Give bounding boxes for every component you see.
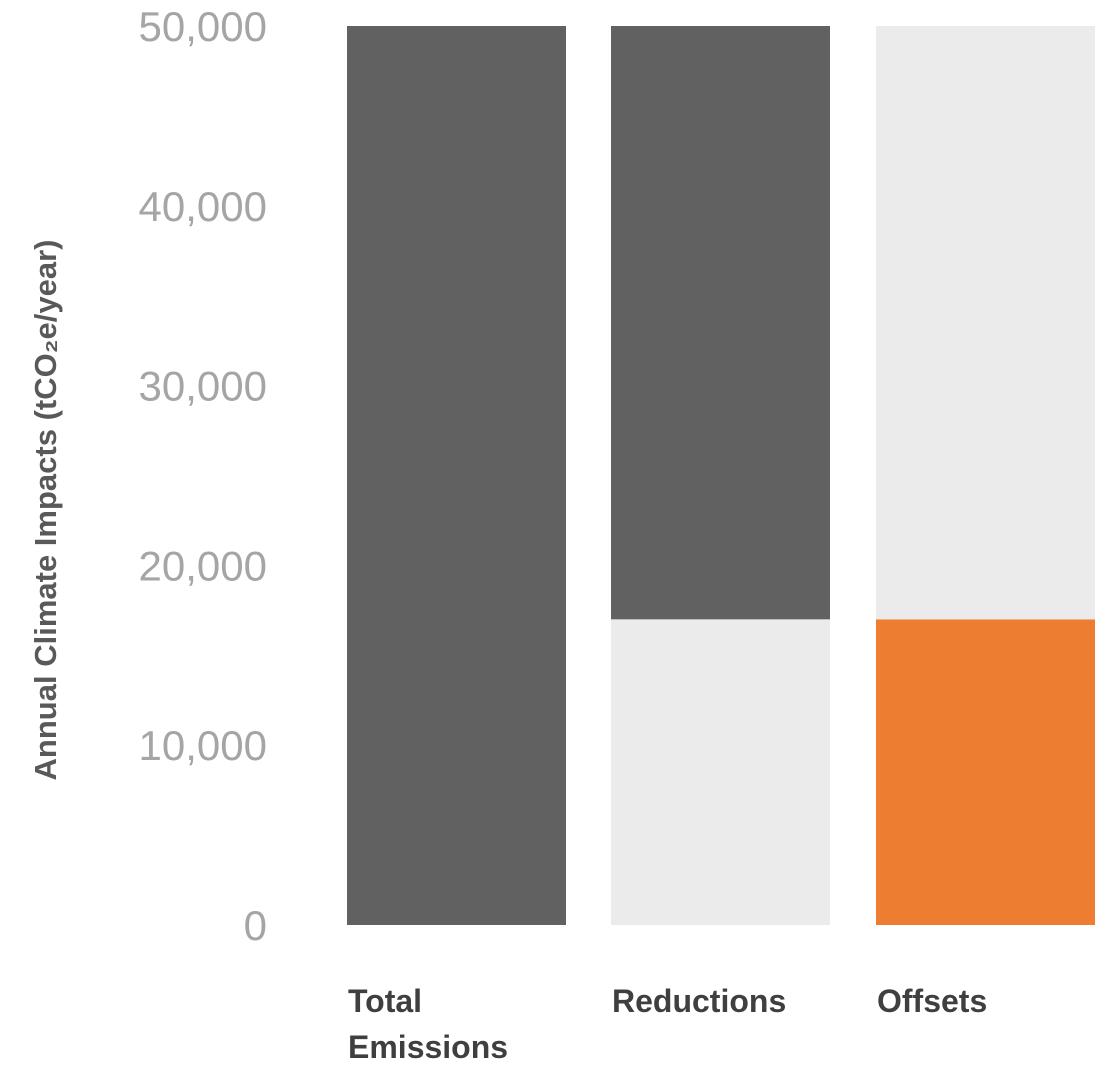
x-category-label: Total Emissions [348,983,508,1065]
y-tick-label: 10,000 [139,722,267,769]
bar-segment [876,619,1095,925]
bar-segment [611,619,830,925]
y-tick-label: 50,000 [139,3,267,50]
x-axis-categories: Total Emissions Reductions Offsets [348,983,987,1065]
bars [347,26,1095,925]
bar-segment [876,26,1095,620]
y-tick-label: 40,000 [139,183,267,230]
y-axis-ticks: 0 10,000 20,000 30,000 40,000 50,000 [139,3,267,949]
bar-segment [611,26,830,620]
x-category-label: Offsets [877,983,987,1019]
y-tick-label: 30,000 [139,363,267,410]
y-tick-label: 0 [244,902,267,949]
x-category-label: Reductions [612,983,786,1019]
y-axis-label: Annual Climate Impacts (tCO₂e/year) [28,240,63,781]
bar-segment [347,26,566,925]
y-tick-label: 20,000 [139,542,267,589]
